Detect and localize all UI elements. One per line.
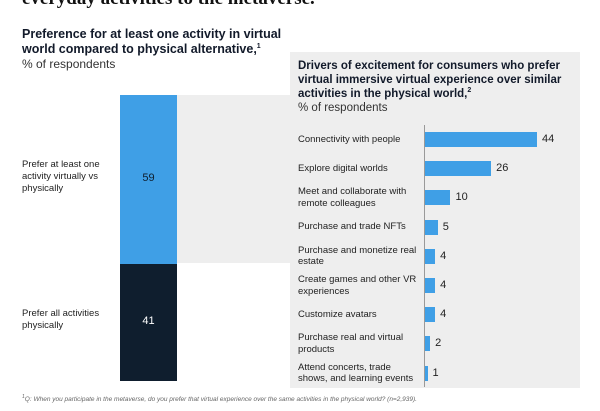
driver-value: 44 bbox=[542, 133, 555, 145]
driver-label: Attend concerts, trade shows, and learni… bbox=[298, 361, 414, 385]
driver-bar bbox=[425, 219, 438, 235]
segment-prefer-virtual: 59 bbox=[120, 95, 177, 264]
driver-row: Connectivity with people 44 bbox=[290, 125, 580, 154]
driver-bar bbox=[425, 248, 436, 264]
driver-row: Attend concerts, trade shows, and learni… bbox=[290, 359, 580, 388]
driver-bar bbox=[425, 307, 436, 323]
driver-label: Explore digital worlds bbox=[298, 162, 388, 174]
segment-value-prefer-virtual: 59 bbox=[142, 172, 155, 185]
right-chart-title: Drivers of excitement for consumers who … bbox=[298, 59, 578, 101]
callout-connector bbox=[177, 95, 290, 263]
left-chart-title-text: Preference for at least one activity in … bbox=[22, 27, 282, 56]
driver-label: Meet and collaborate with remote colleag… bbox=[298, 186, 407, 209]
driver-row: Create games and other VR experiences 4 bbox=[290, 271, 580, 300]
right-chart-footnote-mark: 2 bbox=[467, 87, 472, 95]
driver-bar bbox=[425, 190, 451, 206]
driver-row: Customize avatars 4 bbox=[290, 300, 580, 329]
driver-row: Purchase and trade NFTs 5 bbox=[290, 213, 580, 242]
driver-label: Purchase and monetize real estate bbox=[298, 244, 417, 268]
driver-value: 10 bbox=[455, 191, 468, 204]
driver-bar bbox=[425, 365, 428, 381]
segment-value-prefer-physical: 41 bbox=[142, 315, 155, 328]
left-chart-title: Preference for at least one activity in … bbox=[22, 27, 282, 57]
segment-prefer-physical: 41 bbox=[120, 263, 177, 381]
driver-label: Purchase real and virtual products bbox=[298, 332, 404, 355]
footnote-text: Q: When you participate in the metaverse… bbox=[24, 396, 417, 404]
footnote: 1Q: When you participate in the metavers… bbox=[22, 393, 592, 404]
driver-bar bbox=[425, 278, 436, 293]
driver-bar bbox=[425, 161, 492, 177]
driver-row: Meet and collaborate with remote colleag… bbox=[290, 183, 580, 212]
category-label-prefer-virtual: Prefer at least one activity virtually v… bbox=[22, 159, 100, 195]
bar-axis-line bbox=[424, 125, 425, 387]
driver-label: Purchase and trade NFTs bbox=[298, 221, 406, 233]
driver-value: 4 bbox=[440, 249, 447, 262]
left-chart-subtitle: % of respondents bbox=[22, 57, 116, 71]
driver-value: 4 bbox=[440, 308, 447, 321]
driver-bar bbox=[425, 336, 431, 352]
driver-value: 4 bbox=[440, 279, 447, 291]
right-chart-title-text: Drivers of excitement for consumers who … bbox=[298, 60, 562, 100]
left-chart-footnote-mark: 1 bbox=[256, 42, 261, 50]
driver-row: Purchase and monetize real estate 4 bbox=[290, 242, 580, 271]
driver-label: Connectivity with people bbox=[298, 133, 401, 145]
driver-bar bbox=[425, 132, 537, 147]
driver-label: Create games and other VR experiences bbox=[298, 274, 417, 297]
driver-value: 1 bbox=[432, 366, 439, 379]
driver-label: Customize avatars bbox=[298, 308, 377, 320]
driver-row: Purchase real and virtual products 2 bbox=[290, 329, 580, 358]
driver-value: 26 bbox=[496, 162, 509, 175]
driver-row: Explore digital worlds 26 bbox=[290, 154, 580, 183]
stacked-bar: 59 41 bbox=[120, 95, 177, 381]
driver-value: 5 bbox=[442, 220, 449, 233]
headline: everyday activities to the metaverse. bbox=[22, 0, 582, 10]
footnote-mark: 1 bbox=[22, 394, 25, 400]
right-chart-subtitle: % of respondents bbox=[298, 102, 388, 114]
driver-value: 2 bbox=[435, 337, 442, 350]
category-label-prefer-physical: Prefer all activities physically bbox=[22, 308, 100, 332]
drivers-panel: Drivers of excitement for consumers who … bbox=[290, 52, 580, 388]
